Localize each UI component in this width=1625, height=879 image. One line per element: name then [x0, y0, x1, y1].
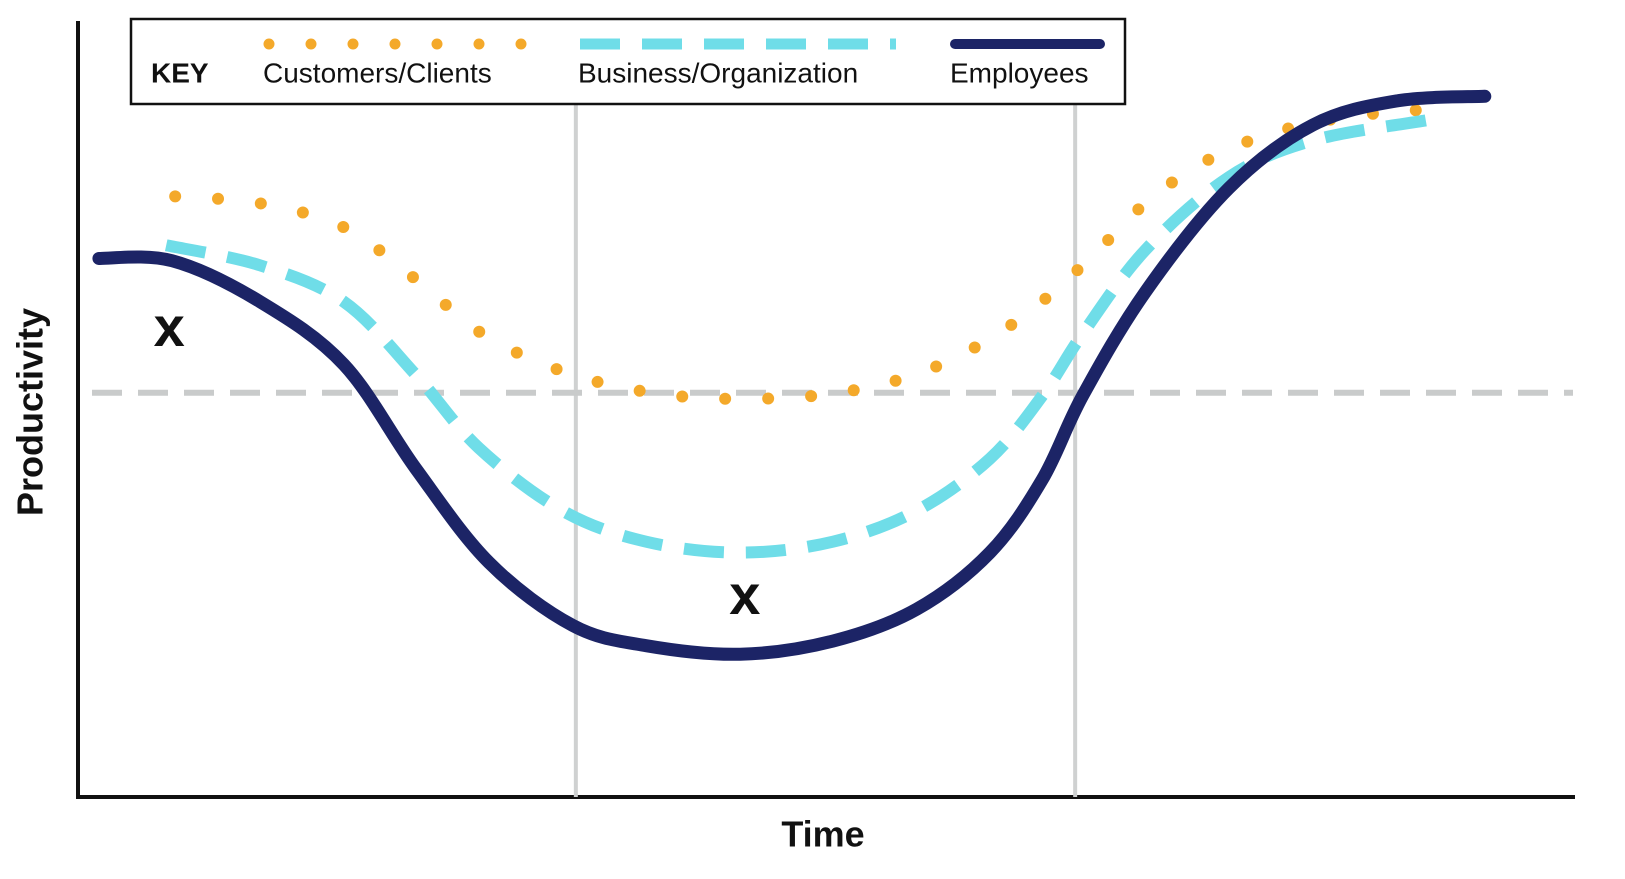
legend-title: KEY [151, 57, 209, 88]
legend-label: Customers/Clients [263, 57, 492, 88]
plot-area [92, 89, 1573, 797]
y-axis-label: Productivity [10, 308, 51, 516]
x-axis-label: Time [781, 814, 864, 855]
annotation: x [154, 295, 185, 358]
series-line [164, 114, 1428, 559]
legend: KEY Customers/Clients Business/Organizati… [129, 17, 1127, 106]
annotation: x [729, 563, 760, 626]
legend-box [129, 17, 1127, 106]
legend-label: Business/Organization [578, 57, 858, 88]
series-line [92, 89, 1492, 661]
series-line [169, 104, 1439, 405]
legend-label: Employees [950, 57, 1089, 88]
